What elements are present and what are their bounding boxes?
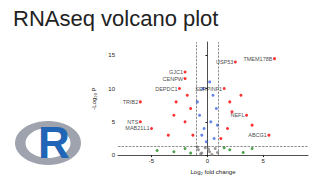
svg-text:0: 0: [112, 152, 116, 158]
svg-text:5: 5: [262, 158, 266, 164]
svg-text:-5: -5: [149, 158, 155, 164]
svg-text:CENPW: CENPW: [163, 76, 184, 82]
svg-text:Log₂ fold change: Log₂ fold change: [190, 169, 236, 175]
svg-text:0: 0: [206, 158, 210, 164]
svg-text:SERPINF1: SERPINF1: [195, 86, 222, 92]
svg-text:R: R: [38, 118, 70, 167]
svg-text:-Log₁₀ P: -Log₁₀ P: [91, 87, 97, 109]
svg-text:NTS: NTS: [127, 119, 138, 125]
svg-text:TMEM178B: TMEM178B: [243, 56, 272, 62]
svg-text:USP53: USP53: [215, 59, 234, 65]
svg-text:MAB21L1: MAB21L1: [125, 125, 149, 131]
svg-text:GJC1: GJC1: [169, 69, 183, 75]
svg-text:DEPDC1: DEPDC1: [155, 86, 177, 92]
svg-text:5: 5: [112, 119, 116, 125]
svg-text:10: 10: [108, 86, 115, 92]
svg-text:ABCG1: ABCG1: [248, 132, 267, 138]
svg-text:NEFL: NEFL: [230, 112, 244, 118]
svg-text:RNAseq volcano plot: RNAseq volcano plot: [13, 6, 218, 31]
svg-text:TRIB2: TRIB2: [123, 99, 139, 105]
svg-text:15: 15: [108, 52, 115, 58]
